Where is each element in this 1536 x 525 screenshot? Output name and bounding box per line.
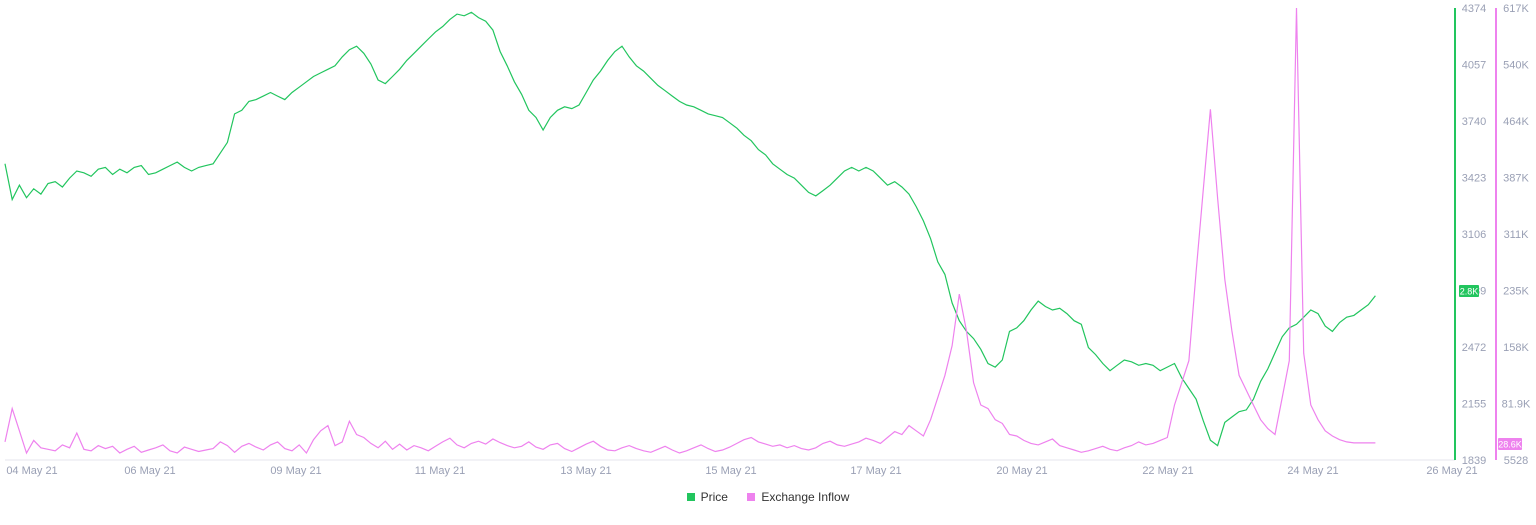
svg-text:28.6K: 28.6K — [1498, 440, 1522, 450]
x-tick-label: 15 May 21 — [705, 465, 756, 477]
x-tick-label: 11 May 21 — [415, 465, 466, 477]
current-price-badge: 2.8K — [1459, 285, 1479, 297]
price-series-line — [4, 11, 1376, 447]
inflow-tick-label: 617K — [1503, 3, 1529, 15]
legend-label-inflow: Exchange Inflow — [761, 490, 850, 504]
x-tick-label: 09 May 21 — [270, 465, 321, 477]
price-tick-label: 2155 — [1462, 399, 1486, 411]
price-tick-label: 3423 — [1462, 173, 1486, 185]
price-tick-label: 2472 — [1462, 342, 1486, 354]
legend-item-inflow[interactable]: Exchange Inflow — [747, 490, 849, 504]
price-tick-label: 4374 — [1462, 3, 1486, 15]
inflow-tick-label: 235K — [1503, 286, 1529, 298]
legend-item-price[interactable]: Price — [686, 490, 728, 504]
x-tick-label: 26 May 21 — [1426, 465, 1477, 477]
price-swatch-icon — [686, 493, 695, 501]
x-tick-label: 13 May 21 — [560, 465, 611, 477]
inflow-tick-label: 311K — [1504, 229, 1530, 241]
inflow-series-line — [4, 7, 1376, 455]
inflow-tick-label: 5528 — [1504, 455, 1528, 467]
inflow-tick-label: 387K — [1503, 173, 1529, 185]
inflow-tick-label: 540K — [1503, 60, 1529, 72]
inflow-tick-label: 464K — [1503, 116, 1529, 128]
x-tick-label: 06 May 21 — [124, 465, 175, 477]
svg-text:2.8K: 2.8K — [1460, 287, 1479, 297]
legend: Price Exchange Inflow — [0, 490, 1536, 504]
price-tick-label: 3740 — [1462, 116, 1486, 128]
price-tick-label: 1839 — [1462, 455, 1486, 467]
current-inflow-badge: 28.6K — [1498, 438, 1522, 450]
inflow-swatch-icon — [747, 493, 756, 501]
x-tick-label: 20 May 21 — [996, 465, 1047, 477]
legend-label-price: Price — [700, 490, 728, 504]
x-tick-label: 04 May 21 — [6, 465, 57, 477]
x-tick-label: 22 May 21 — [1142, 465, 1193, 477]
price-tick-label: 4057 — [1462, 60, 1486, 72]
x-tick-label: 17 May 21 — [850, 465, 901, 477]
x-tick-label: 24 May 21 — [1287, 465, 1338, 477]
inflow-tick-label: 158K — [1503, 342, 1529, 354]
inflow-tick-label: 81.9K — [1502, 399, 1531, 411]
price-tick-label: 3106 — [1462, 229, 1486, 241]
